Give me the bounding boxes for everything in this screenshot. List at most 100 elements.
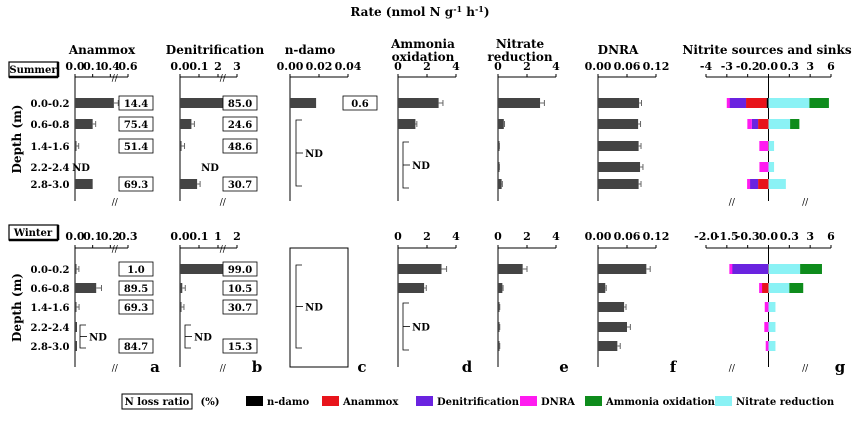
panel-letter-b: b bbox=[252, 358, 263, 376]
stack-seg-dnra bbox=[747, 179, 751, 189]
stack-seg-ammonia-oxidation bbox=[800, 264, 822, 274]
bar-e bbox=[498, 119, 504, 129]
bar-a bbox=[75, 98, 114, 108]
nloss-ratio-value: 15.3 bbox=[228, 342, 252, 353]
axis-break: // bbox=[220, 364, 227, 374]
nloss-ratio-value: 30.7 bbox=[228, 180, 252, 191]
nloss-ratio-value: 30.7 bbox=[228, 303, 252, 314]
stack-seg-denitrification bbox=[731, 264, 769, 274]
bar-e bbox=[498, 283, 503, 293]
bar-a bbox=[75, 179, 93, 189]
bar-f bbox=[598, 322, 627, 332]
bar-a bbox=[75, 264, 77, 274]
panel-letter-a: a bbox=[150, 358, 160, 376]
bar-d bbox=[398, 264, 442, 274]
nloss-ratio-value: 85.0 bbox=[228, 99, 252, 110]
x-tick-label: 0.00 bbox=[585, 60, 612, 73]
stack-seg-nitrate-reduction bbox=[768, 302, 776, 312]
stack-seg-ammonia-oxidation bbox=[809, 98, 829, 108]
x-tick-label: 0 bbox=[394, 230, 402, 243]
bar-b bbox=[180, 283, 183, 293]
x-tick-label: 0.2 bbox=[101, 230, 120, 243]
stack-seg-nitrate-reduction bbox=[768, 162, 775, 172]
panel-title-b: Denitrification bbox=[166, 43, 265, 57]
nloss-ratio-value: 24.6 bbox=[228, 120, 252, 131]
x-tick-label: 0.1 bbox=[189, 60, 208, 73]
stack-seg-nitrate-reduction bbox=[768, 179, 786, 189]
panel-letter-g: g bbox=[835, 358, 846, 376]
axis-break: // bbox=[729, 364, 736, 374]
x-tick-label: 0.12 bbox=[643, 60, 670, 73]
nloss-ratio-value: 10.5 bbox=[228, 284, 252, 295]
nloss-ratio-box bbox=[342, 95, 378, 111]
x-tick-label: 1 bbox=[214, 230, 222, 243]
stack-seg-ammonia-oxidation bbox=[790, 119, 800, 129]
x-tick-label: 0.0 bbox=[759, 60, 778, 73]
bar-b bbox=[180, 179, 198, 189]
season-label: Summer bbox=[9, 65, 57, 76]
nd-label: ND bbox=[194, 333, 212, 344]
bar-a bbox=[75, 341, 77, 351]
x-tick-label: 0.02 bbox=[306, 60, 333, 73]
bar-e bbox=[498, 179, 502, 189]
nd-label: ND bbox=[305, 149, 323, 160]
legend-swatch bbox=[715, 396, 732, 406]
x-tick-label: 0.3 bbox=[780, 60, 799, 73]
bar-a bbox=[75, 119, 93, 129]
bar-f bbox=[598, 341, 618, 351]
x-tick-label: 0.1 bbox=[83, 60, 102, 73]
x-tick-label: 0.06 bbox=[614, 230, 641, 243]
nd-label: ND bbox=[72, 163, 90, 174]
x-tick-label: 0 bbox=[494, 230, 502, 243]
bar-c bbox=[290, 98, 317, 108]
x-tick-label: 6 bbox=[827, 230, 835, 243]
x-tick-label: 2 bbox=[523, 230, 531, 243]
stack-seg-denitrification bbox=[727, 98, 747, 108]
x-tick-label: 0.1 bbox=[189, 230, 208, 243]
nd-label: ND bbox=[201, 163, 219, 174]
legend-label: Denitrification bbox=[437, 397, 520, 408]
stack-seg-ammonia-oxidation bbox=[789, 283, 804, 293]
legend-label: Ammonia oxidation bbox=[605, 397, 716, 408]
legend-label: Anammox bbox=[342, 397, 399, 408]
stack-seg-n-damo bbox=[766, 98, 770, 108]
x-tick-label: -2.0 bbox=[694, 230, 718, 243]
x-tick-label: 0 bbox=[494, 60, 502, 73]
legend-nloss-box bbox=[121, 393, 193, 410]
stack-seg-nitrate-reduction bbox=[768, 98, 810, 108]
stack-seg-nitrate-reduction bbox=[768, 283, 790, 293]
stack-seg-dnra bbox=[764, 302, 769, 312]
nloss-ratio-value: 69.3 bbox=[124, 303, 148, 314]
x-tick-label: 0.3 bbox=[780, 230, 799, 243]
bar-e bbox=[498, 141, 500, 151]
stack-seg-dnra bbox=[759, 162, 769, 172]
depth-label: 2.8-3.0 bbox=[31, 180, 70, 191]
nd-label: ND bbox=[305, 303, 323, 314]
bar-a bbox=[75, 302, 77, 312]
x-tick-label: -4 bbox=[700, 60, 713, 73]
x-tick-label: -3 bbox=[721, 60, 733, 73]
axis-break: // bbox=[802, 198, 809, 208]
x-tick-label: 0.0 bbox=[170, 230, 189, 243]
x-tick-label: 0.00 bbox=[277, 60, 304, 73]
stack-seg-dnra bbox=[759, 283, 763, 293]
bar-e bbox=[498, 302, 500, 312]
x-tick-label: 0.04 bbox=[335, 60, 362, 73]
depth-label: 2.2-2.4 bbox=[31, 323, 70, 334]
axis-break: // bbox=[112, 198, 119, 208]
bar-f bbox=[598, 283, 606, 293]
nloss-ratio-value: 84.7 bbox=[124, 342, 148, 353]
bar-a bbox=[75, 283, 97, 293]
stack-seg-nitrate-reduction bbox=[768, 119, 791, 129]
x-tick-label: -0.3 bbox=[736, 230, 760, 243]
nloss-ratio-box bbox=[222, 280, 258, 296]
axis-break: // bbox=[112, 245, 119, 255]
depth-label: 0.0-0.2 bbox=[31, 265, 70, 276]
nloss-ratio-box bbox=[118, 338, 154, 354]
stack-seg-nitrate-reduction bbox=[768, 264, 801, 274]
season-label: Winter bbox=[13, 228, 53, 239]
bar-b bbox=[180, 302, 182, 312]
axis-break: // bbox=[112, 364, 119, 374]
x-tick-label: 4 bbox=[552, 230, 560, 243]
bar-f bbox=[598, 179, 639, 189]
